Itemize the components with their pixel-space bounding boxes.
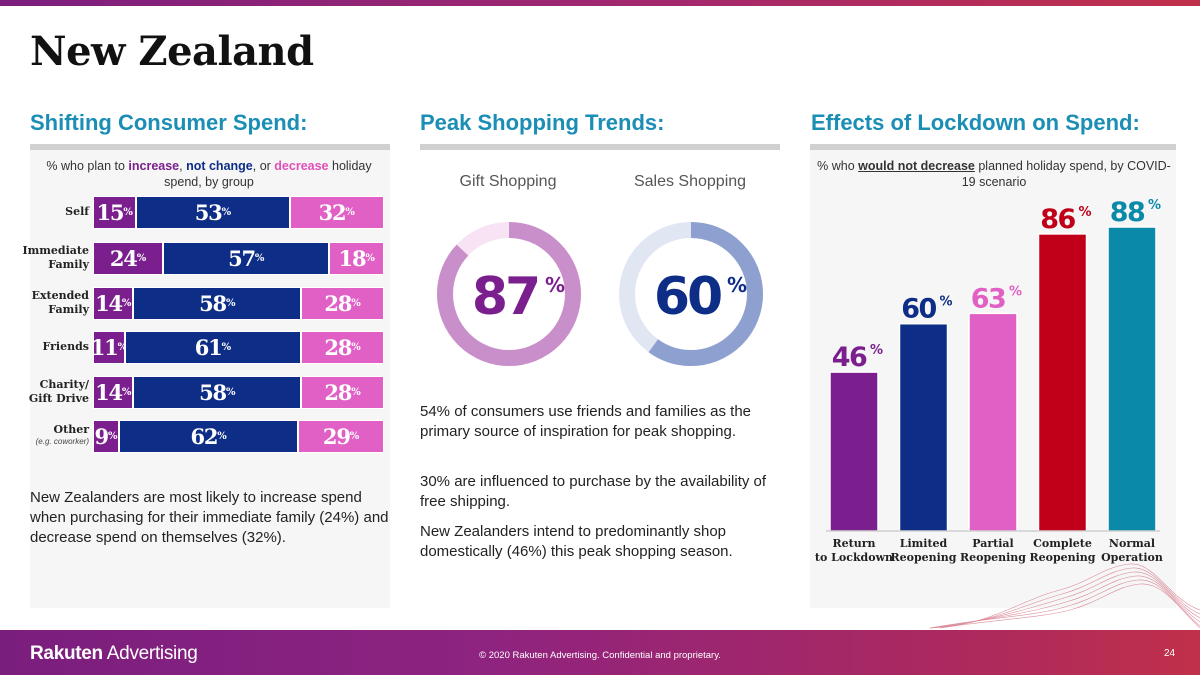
- bar-row-immediate-family: 24% 57% 18%: [93, 242, 384, 275]
- rakuten-advertising-logo: Rakuten Advertising: [30, 643, 198, 664]
- donut-arc-sales-shopping: [619, 222, 763, 366]
- bar-segment-decrease-immediate-family: 18%: [330, 243, 383, 274]
- bar-row-friends: 11%61%28%: [93, 331, 384, 364]
- donut-value-sales-shopping: 60: [654, 267, 721, 327]
- donut-value-gift-shopping: 87: [472, 267, 538, 327]
- bar-partial-reopening: [968, 312, 1018, 532]
- bar-value-return-to-lockdown: 46: [832, 342, 867, 373]
- bar-segment-decrease-extended-family: 28%: [302, 288, 383, 319]
- bar-unit-return-to-lockdown: %: [870, 343, 883, 358]
- bar-unit-normal-operation: %: [1148, 198, 1161, 213]
- bar-unit-partial-reopening: %: [1009, 284, 1022, 299]
- spend-summary-text: New Zealanders are most likely to increa…: [30, 489, 389, 546]
- bar-segment-not-change-immediate-family: 57%: [164, 243, 331, 274]
- bar-segment-decrease-friends: 28%: [302, 332, 383, 363]
- bar-value-partial-reopening: 63: [971, 283, 1006, 314]
- gift-shopping-label: Gift Shopping: [459, 173, 557, 190]
- axis-label-normal-operation: Normal Operation: [1101, 537, 1163, 564]
- lockdown-panel-title: Effects of Lockdown on Spend:: [811, 110, 1140, 135]
- bar-segment-increase-friends: 11%: [94, 332, 126, 363]
- bar-value-complete-reopening: 86: [1040, 204, 1075, 235]
- bar-segment-decrease-self: 32%: [290, 197, 383, 228]
- page-title: New Zealand: [30, 28, 314, 75]
- bar-row-charity-gift-drive: 14% 58% 28%: [93, 376, 384, 409]
- axis-label-partial-reopening: Partial Reopening: [960, 537, 1026, 564]
- bar-segment-decrease-charity-gift-drive: 28%: [302, 377, 383, 408]
- spend-panel-title: Shifting Consumer Spend:: [30, 110, 308, 135]
- bar-value-limited-reopening: 60: [901, 294, 936, 325]
- bar-segment-decrease-other: 29%: [299, 421, 383, 452]
- gift-shopping-donut: 87%: [437, 222, 581, 366]
- lockdown-panel-rule: [810, 144, 1176, 150]
- decorative-wave-graphic: [930, 563, 1200, 629]
- row-label-extended-family: Extended Family: [31, 289, 89, 316]
- row-label-immediate-family: Immediate Family: [22, 244, 90, 271]
- bar-row-self: 15% 53% 32%: [93, 196, 384, 229]
- peak-paragraph-2: 30% are influenced to purchase by the av…: [420, 473, 767, 510]
- bar-row-other: 9% 62% 29%: [93, 420, 384, 453]
- row-label-self: Self: [65, 205, 89, 218]
- donut-unit-gift-shopping: %: [545, 273, 565, 297]
- axis-label-return-to-lockdown: Return to Lockdown: [815, 537, 893, 564]
- footer-copyright: © 2020 Rakuten Advertising. Confidential…: [479, 650, 721, 661]
- bar-value-normal-operation: 88: [1110, 197, 1145, 228]
- bar-return-to-lockdown: [829, 371, 879, 532]
- peak-panel-title: Peak Shopping Trends:: [420, 110, 665, 135]
- row-label-charity-gift-drive: Charity/Gift Drive: [28, 378, 89, 405]
- spend-chart-subtitle: % who plan to increase, not change, or d…: [46, 159, 372, 189]
- bar-segment-increase-charity-gift-drive: 14%: [94, 377, 135, 408]
- bar-row-extended-family: 14% 58% 28%: [93, 287, 384, 320]
- bar-complete-reopening: [1037, 233, 1088, 532]
- footer-bar: Rakuten Advertising © 2020 Rakuten Adver…: [0, 630, 1200, 675]
- sales-shopping-donut: 60%: [619, 222, 763, 366]
- peak-paragraph-3: New Zealanders intend to predominantly s…: [420, 523, 733, 560]
- peak-panel-rule: [420, 144, 780, 150]
- spend-panel-rule: [30, 144, 390, 150]
- bar-segment-not-change-other: 62%: [120, 421, 300, 452]
- bar-segment-increase-extended-family: 14%: [94, 288, 135, 319]
- bar-unit-complete-reopening: %: [1079, 205, 1092, 220]
- page-number: 24: [1164, 648, 1176, 659]
- bar-unit-limited-reopening: %: [940, 295, 953, 310]
- bar-normal-operation: [1107, 226, 1157, 532]
- bar-segment-not-change-friends: 61%: [125, 332, 303, 363]
- bar-limited-reopening: [898, 322, 949, 532]
- axis-label-complete-reopening: Complete Reopening: [1029, 537, 1095, 564]
- axis-label-limited-reopening: Limited Reopening: [890, 537, 956, 564]
- donut-unit-sales-shopping: %: [727, 273, 747, 297]
- row-label-other: Other (e.g. coworker): [35, 423, 89, 446]
- donut-arc-gift-shopping: [437, 222, 581, 366]
- sales-shopping-label: Sales Shopping: [633, 173, 747, 190]
- bar-segment-not-change-self: 53%: [137, 197, 291, 228]
- bar-segment-increase-other: 9%: [94, 421, 121, 452]
- peak-paragraph-1: 54% of consumers use friends and familie…: [420, 403, 752, 440]
- bar-segment-increase-immediate-family: 24%: [94, 243, 165, 274]
- top-accent-bar: [0, 0, 1200, 6]
- bar-segment-increase-self: 15%: [94, 197, 138, 228]
- lockdown-bar-chart: 46 % Return to Lockdown 60 % Limited Reopening 6…: [815, 197, 1163, 564]
- bar-segment-not-change-extended-family: 58%: [134, 288, 303, 319]
- lockdown-chart-subtitle: % who would not decrease planned holiday…: [817, 159, 1171, 189]
- row-label-friends: Friends: [42, 340, 89, 353]
- bar-segment-not-change-charity-gift-drive: 58%: [134, 377, 303, 408]
